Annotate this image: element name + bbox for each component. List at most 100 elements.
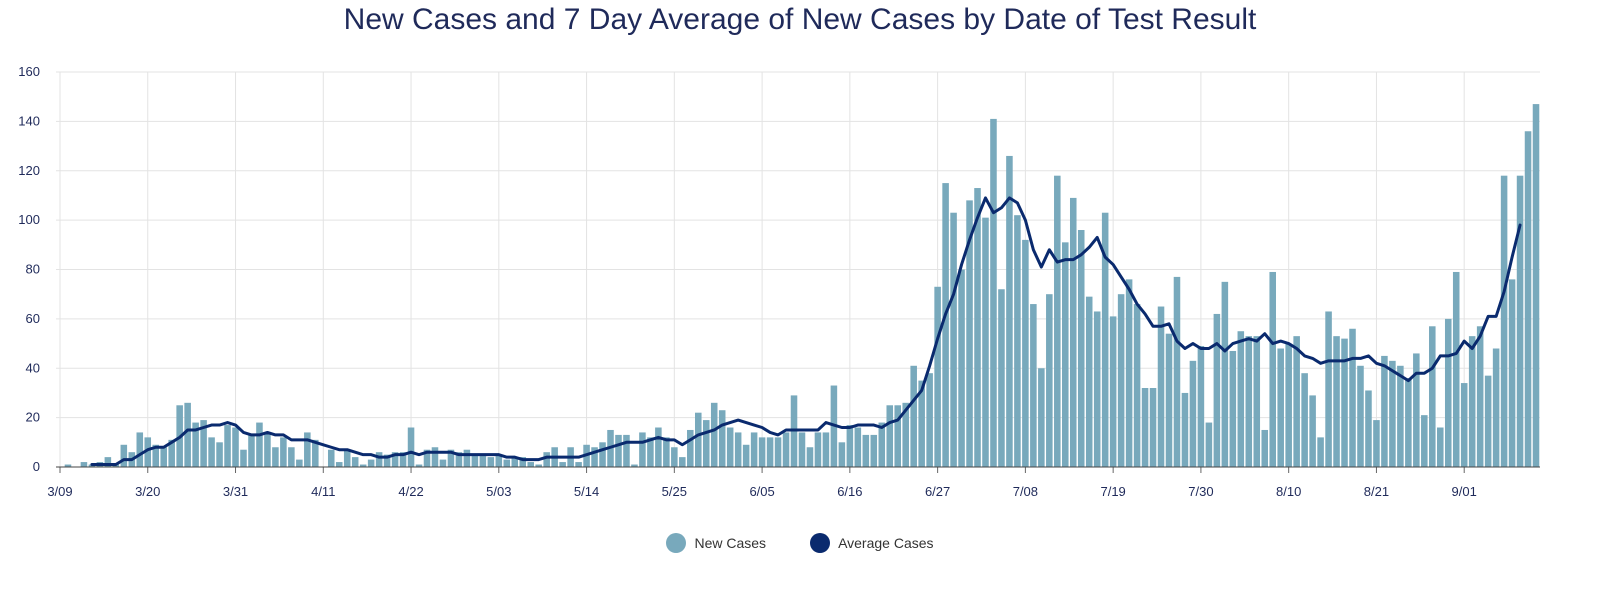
bar-new-cases xyxy=(312,439,319,467)
y-tick-label: 60 xyxy=(26,311,40,326)
bar-new-cases xyxy=(814,432,822,467)
bar-new-cases xyxy=(1452,271,1460,467)
bar-new-cases xyxy=(958,269,965,467)
bar-new-cases xyxy=(136,432,144,467)
bar-new-cases xyxy=(304,432,311,467)
bar-new-cases xyxy=(1173,276,1181,467)
x-tick-label: 8/21 xyxy=(1364,484,1389,499)
bar-new-cases xyxy=(998,289,1005,467)
bar-new-cases xyxy=(1221,281,1229,467)
bar-new-cases xyxy=(758,437,766,467)
bar-new-cases xyxy=(934,286,941,467)
legend-item-new-cases[interactable]: New Cases xyxy=(666,533,766,553)
bar-new-cases xyxy=(1309,395,1316,467)
bar-new-cases xyxy=(1077,230,1085,467)
bar-new-cases xyxy=(359,464,367,467)
bar-new-cases xyxy=(200,420,207,467)
bar-new-cases xyxy=(288,447,295,467)
x-tick-label: 7/08 xyxy=(1013,484,1038,499)
bar-new-cases xyxy=(854,427,862,467)
legend-item-average-cases[interactable]: Average Cases xyxy=(810,533,934,553)
bar-new-cases xyxy=(886,405,894,467)
bar-new-cases xyxy=(1117,294,1125,467)
bar-new-cases xyxy=(1397,365,1404,467)
bar-new-cases xyxy=(1436,427,1444,467)
legend-swatch-average-cases xyxy=(810,533,831,553)
bar-new-cases xyxy=(1141,388,1149,467)
x-tick-label: 3/31 xyxy=(223,484,248,499)
bar-new-cases xyxy=(1373,420,1380,467)
bar-new-cases xyxy=(710,402,718,467)
legend: New Cases Average Cases xyxy=(0,533,1600,553)
bar-new-cases xyxy=(1285,343,1292,467)
bar-new-cases xyxy=(878,422,886,467)
bar-new-cases xyxy=(144,437,152,467)
bar-new-cases xyxy=(822,432,830,467)
x-tick-label: 4/11 xyxy=(311,484,335,499)
bar-new-cases xyxy=(870,434,878,467)
bar-new-cases xyxy=(902,402,909,467)
bar-new-cases xyxy=(1069,197,1077,467)
x-tick-label: 5/14 xyxy=(574,484,599,499)
bar-new-cases xyxy=(1429,326,1436,467)
bar-new-cases xyxy=(264,432,271,467)
bar-new-cases xyxy=(1421,415,1428,467)
bar-new-cases xyxy=(184,402,191,467)
bar-new-cases xyxy=(1038,368,1045,467)
bar-new-cases xyxy=(152,444,160,467)
bar-new-cases xyxy=(1197,346,1205,467)
bar-new-cases xyxy=(742,444,750,467)
bar-new-cases xyxy=(431,447,439,467)
bar-new-cases xyxy=(1014,215,1021,467)
bar-new-cases xyxy=(942,183,949,467)
bar-new-cases xyxy=(1157,306,1165,467)
legend-swatch-new-cases xyxy=(666,533,687,553)
bar-new-cases xyxy=(910,365,917,467)
bar-new-cases xyxy=(463,449,471,467)
bar-new-cases xyxy=(1133,304,1141,467)
bar-new-cases xyxy=(1269,271,1276,467)
bar-new-cases xyxy=(1317,437,1324,467)
bar-new-cases xyxy=(862,434,870,467)
x-tick-label: 6/05 xyxy=(749,484,774,499)
bar-new-cases xyxy=(623,434,630,467)
bar-new-cases xyxy=(439,459,447,467)
x-tick-label: 6/27 xyxy=(925,484,950,499)
bar-new-cases xyxy=(1500,175,1508,467)
bar-new-cases xyxy=(375,452,383,467)
bar-new-cases xyxy=(256,422,263,467)
x-tick-label: 3/09 xyxy=(47,484,72,499)
bar-new-cases xyxy=(527,462,534,467)
x-tick-label: 3/20 xyxy=(135,484,160,499)
bar-new-cases xyxy=(1054,175,1061,467)
bar-new-cases xyxy=(1468,336,1476,467)
bar-new-cases xyxy=(367,459,375,467)
bar-new-cases xyxy=(519,457,527,467)
bar-new-cases xyxy=(383,454,391,467)
bar-new-cases xyxy=(407,427,415,467)
bar-new-cases xyxy=(639,432,646,467)
bar-new-cases xyxy=(1484,375,1492,467)
bar-new-cases xyxy=(423,449,431,467)
bar-new-cases xyxy=(926,373,933,467)
bar-new-cases xyxy=(687,429,694,467)
bar-new-cases xyxy=(726,427,734,467)
y-tick-label: 100 xyxy=(18,212,40,227)
bar-new-cases xyxy=(1460,383,1468,467)
x-tick-label: 7/30 xyxy=(1188,484,1213,499)
bar-new-cases xyxy=(1261,429,1269,467)
bar-new-cases xyxy=(615,434,622,467)
chart-title: New Cases and 7 Day Average of New Cases… xyxy=(343,3,1257,36)
bar-new-cases xyxy=(894,405,902,467)
bar-new-cases xyxy=(766,437,774,467)
bar-new-cases xyxy=(1205,422,1213,467)
x-tick-label: 6/16 xyxy=(837,484,862,499)
x-tick-label: 4/22 xyxy=(398,484,423,499)
bar-new-cases xyxy=(1389,360,1396,467)
bar-new-cases xyxy=(1516,175,1524,467)
legend-label-average-cases: Average Cases xyxy=(838,535,934,551)
bar-new-cases xyxy=(471,454,479,467)
bar-new-cases xyxy=(966,200,973,467)
